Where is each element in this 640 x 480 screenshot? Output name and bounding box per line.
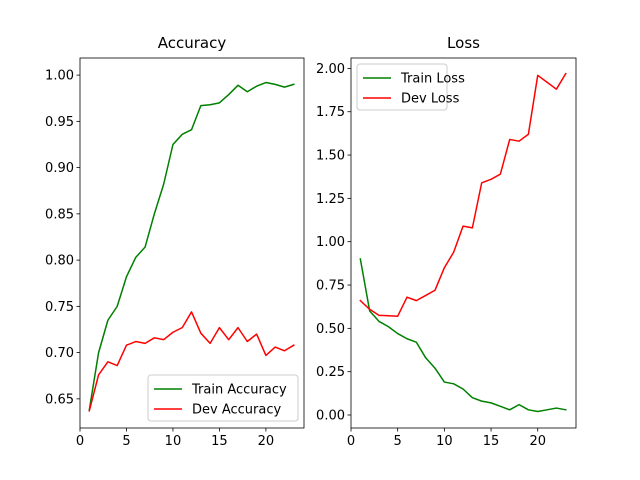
- accuracy-legend-frame: [147, 374, 299, 422]
- accuracy-legend-label-1: Dev Accuracy: [192, 403, 281, 418]
- accuracy-y-tick-label: 0.70: [45, 346, 74, 361]
- accuracy-y-tick-label: 0.75: [45, 300, 74, 315]
- accuracy-y-tick-label: 0.90: [45, 161, 74, 176]
- accuracy-x-tick-label: 0: [76, 434, 84, 449]
- loss-y-tick-label: 1.00: [316, 235, 345, 250]
- accuracy-series-line-1: [88, 311, 295, 412]
- loss-x-tick-label: 5: [394, 434, 402, 449]
- loss-series-line-1: [359, 72, 567, 317]
- accuracy-y-tick-label: 0.95: [45, 115, 74, 130]
- accuracy-axes-frame: [79, 57, 305, 429]
- loss-y-tick-label: 0.00: [316, 409, 345, 424]
- loss-y-tick-label: 2.00: [316, 62, 345, 77]
- loss-x-tick-label: 20: [529, 434, 546, 449]
- accuracy-y-tick-label: 1.00: [45, 69, 74, 84]
- loss-x-tick-label: 0: [347, 434, 355, 449]
- accuracy-legend-label-0: Train Accuracy: [191, 383, 287, 398]
- loss-y-tick-label: 0.50: [316, 322, 345, 337]
- loss-y-tick-label: 1.25: [316, 192, 345, 207]
- accuracy-y-tick-label: 0.80: [45, 254, 74, 269]
- accuracy-x-tick-label: 15: [211, 434, 228, 449]
- loss-axes-frame: [350, 57, 577, 429]
- accuracy-chart: Accuracy 0 5 10 15 20 0.65 0.70 0.75 0.80 0.85 0.9…: [45, 34, 305, 449]
- loss-y-tick-label: 1.50: [316, 149, 345, 164]
- loss-y-tick-label: 0.25: [316, 365, 345, 380]
- loss-chart-title: Loss: [447, 34, 480, 52]
- loss-series-line-0: [359, 258, 567, 413]
- loss-x-tick-label: 10: [436, 434, 453, 449]
- loss-y-tick-label: 0.75: [316, 279, 345, 294]
- loss-legend-label-0: Train Loss: [400, 72, 465, 87]
- loss-y-tick-label: 1.75: [316, 105, 345, 120]
- accuracy-x-tick-label: 10: [165, 434, 182, 449]
- loss-chart: Loss 0 5 10 15 20 0.00 0.25 0.50 0.75 1.00 1.25 1.5…: [316, 34, 577, 449]
- loss-legend-label-1: Dev Loss: [401, 92, 460, 107]
- accuracy-series-line-0: [88, 81, 295, 411]
- accuracy-legend: Train Accuracy Dev Accuracy: [147, 374, 299, 422]
- loss-x-tick-label: 15: [483, 434, 500, 449]
- accuracy-y-tick-label: 0.85: [45, 207, 74, 222]
- accuracy-chart-title: Accuracy: [158, 34, 227, 52]
- accuracy-x-tick-label: 5: [122, 434, 130, 449]
- accuracy-x-tick-label: 20: [258, 434, 275, 449]
- loss-legend: Train Loss Dev Loss: [356, 63, 465, 111]
- accuracy-y-tick-label: 0.65: [45, 392, 74, 407]
